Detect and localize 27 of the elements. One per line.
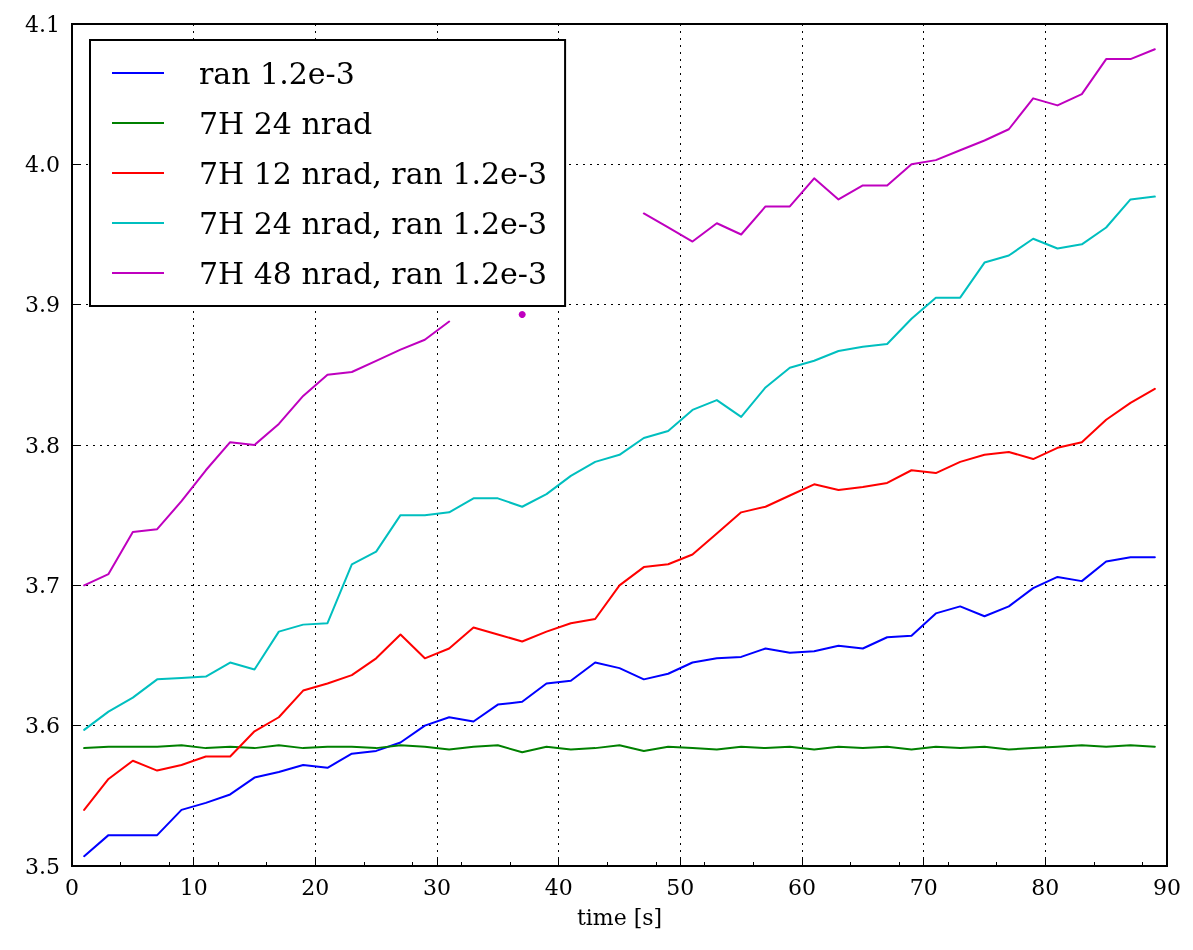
x-tick-label: 0 — [65, 874, 79, 900]
y-tick-label: 3.5 — [25, 853, 60, 879]
y-tick-label: 3.9 — [25, 292, 60, 318]
x-tick-label: 30 — [423, 874, 451, 900]
line-series — [83, 387, 1156, 811]
legend-label: 7H 48 nrad, ran 1.2e-3 — [199, 255, 548, 291]
x-axis-title: time [s] — [576, 904, 663, 930]
y-tick-label: 4.0 — [25, 151, 60, 177]
x-tick-label: 90 — [1153, 874, 1181, 900]
line-series — [83, 556, 1156, 858]
y-tick-label: 4.1 — [25, 11, 60, 37]
legend-label: 7H 12 nrad, ran 1.2e-3 — [199, 155, 548, 191]
x-tick-label: 70 — [909, 874, 938, 900]
x-tick-label: 50 — [666, 874, 695, 900]
x-tick-label: 80 — [1031, 874, 1060, 900]
x-tick-label: 60 — [788, 874, 816, 900]
x-tick-label: 20 — [301, 874, 330, 900]
x-tick-label: 10 — [179, 874, 208, 900]
legend-label: 7H 24 nrad — [199, 105, 373, 141]
y-tick-label: 3.8 — [25, 432, 60, 458]
line-series — [83, 195, 1156, 731]
line-series — [83, 744, 1156, 754]
x-tick-label: 40 — [544, 874, 573, 900]
y-tick-label: 3.6 — [25, 713, 60, 739]
y-tick-label: 3.7 — [25, 572, 60, 598]
legend-label: 7H 24 nrad, ran 1.2e-3 — [199, 205, 548, 241]
legend-label: ran 1.2e-3 — [199, 55, 355, 91]
